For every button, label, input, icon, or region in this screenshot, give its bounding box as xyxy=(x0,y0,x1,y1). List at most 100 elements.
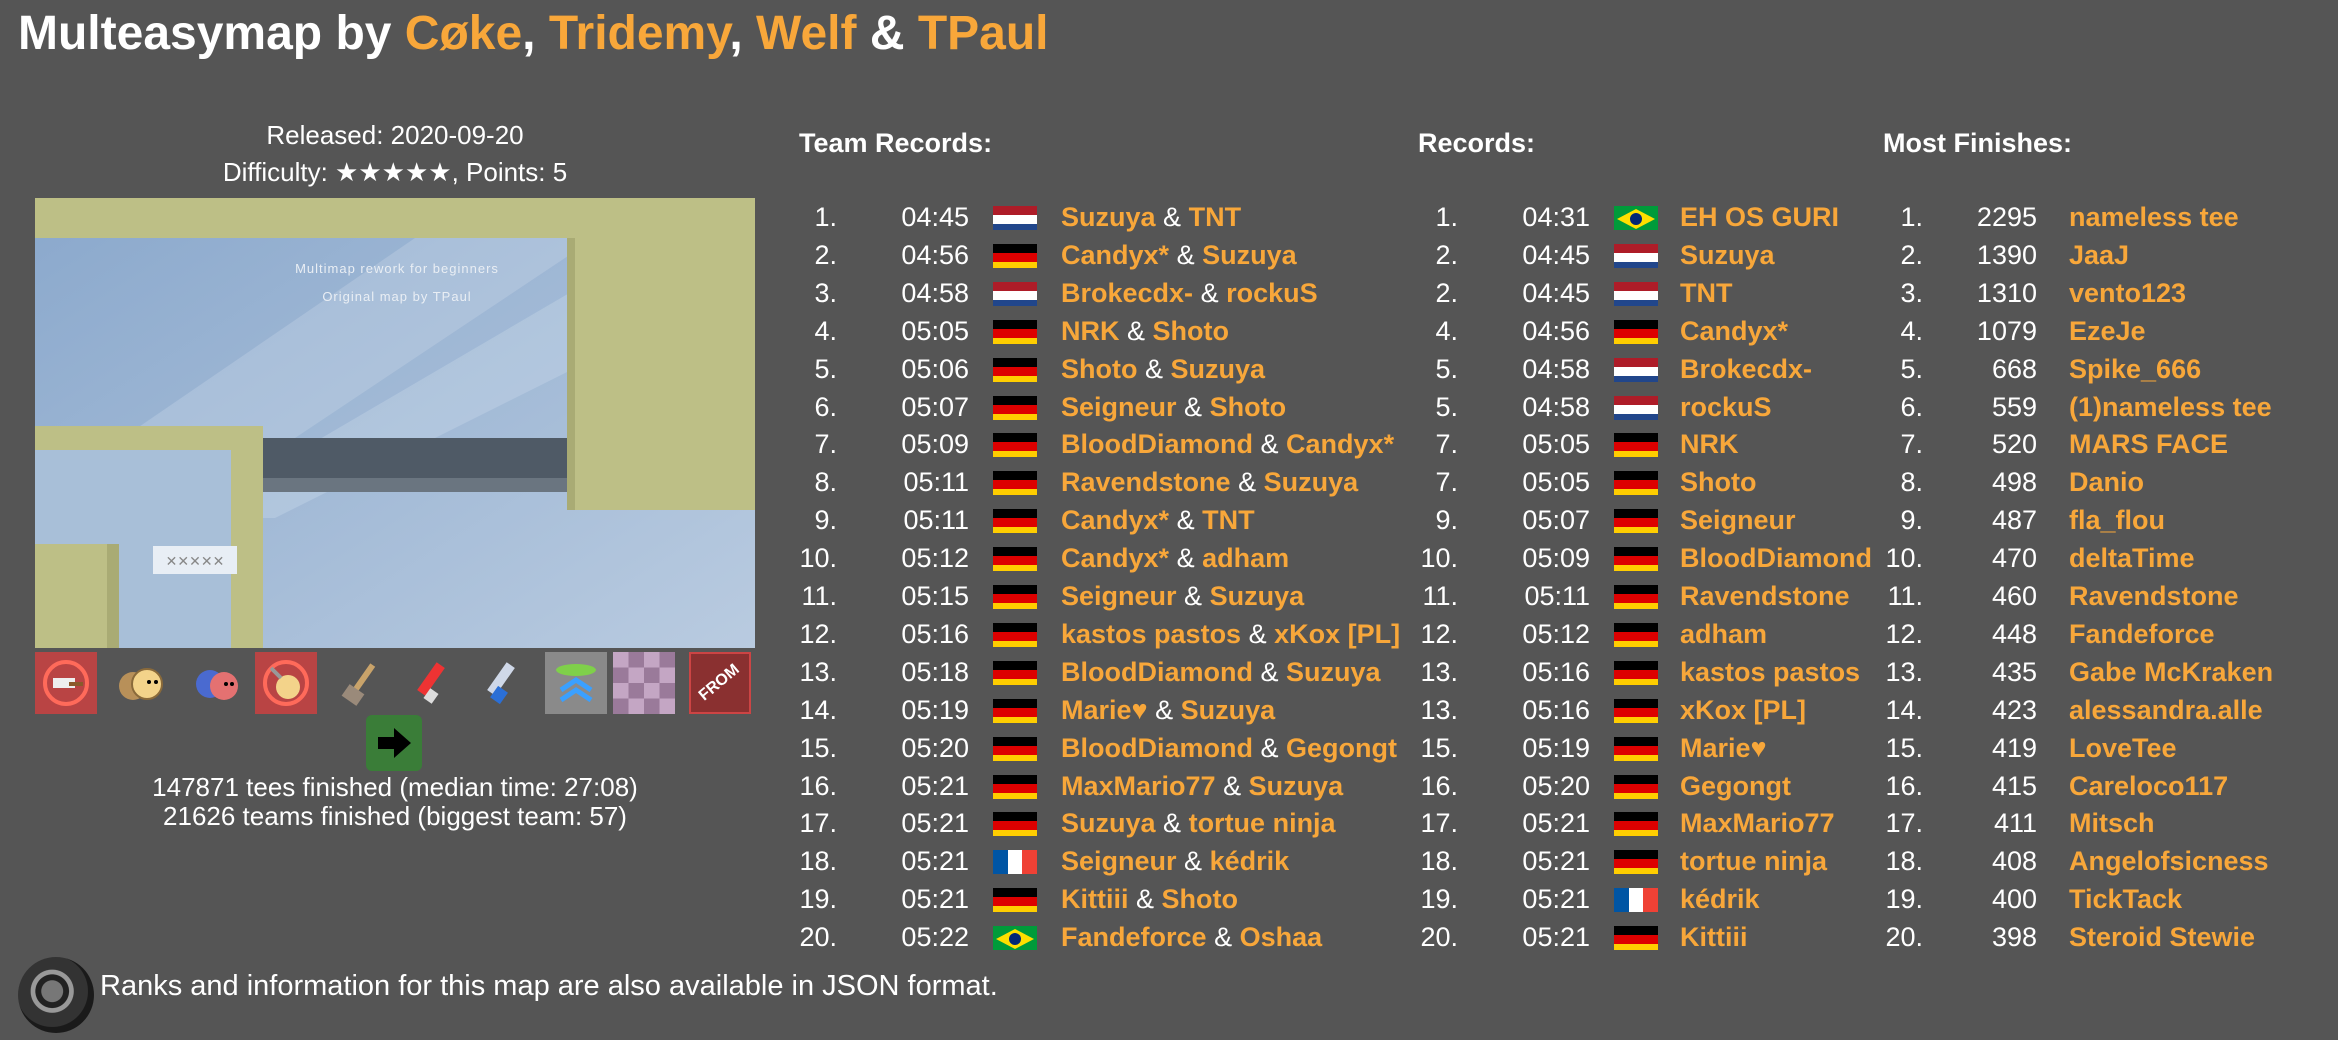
player-link[interactable]: Shoto xyxy=(1680,467,1757,498)
json-info-text[interactable]: Ranks and information for this map are a… xyxy=(100,970,998,1002)
player-link[interactable]: fla_flou xyxy=(2069,505,2166,536)
player-link[interactable]: Candyx* xyxy=(1061,239,1170,270)
player-link[interactable]: nameless tee xyxy=(2069,202,2239,232)
player-link[interactable]: JaaJ xyxy=(2069,239,2130,270)
json-icon[interactable] xyxy=(18,957,94,1033)
player-link[interactable]: EzeJe xyxy=(2069,315,2146,346)
player-link[interactable]: rockuS xyxy=(1226,277,1318,308)
player-link[interactable]: kédrik xyxy=(1209,846,1290,877)
player-link[interactable]: Shoto xyxy=(1152,315,1230,346)
map-thumbnail[interactable]: ✕✕✕✕✕ Multimap rework for beginners Orig… xyxy=(35,198,755,648)
player-link[interactable]: Shoto xyxy=(1161,884,1239,915)
player-link[interactable]: Spike_666 xyxy=(2069,353,2202,384)
author-link[interactable]: Tridemy xyxy=(548,7,730,60)
author-link[interactable]: Cøke xyxy=(404,7,523,60)
record-row: 9. 05:07 Seigneur xyxy=(1418,501,1883,539)
player-link[interactable]: Gegongt xyxy=(1286,732,1398,763)
player-link[interactable]: Seigneur xyxy=(1061,581,1177,611)
player-link[interactable]: Suzuya xyxy=(1180,694,1276,725)
player-link[interactable]: Suzuya xyxy=(1061,808,1156,839)
ninja-jetpack-icon[interactable] xyxy=(110,652,172,714)
player-link[interactable]: TNT xyxy=(1680,277,1733,308)
player-link[interactable]: Brokecdx- xyxy=(1061,277,1194,308)
player-link[interactable]: Suzuya xyxy=(1680,239,1775,270)
player-link[interactable]: xKox [PL] xyxy=(1680,694,1807,725)
player-link[interactable]: Shoto xyxy=(1061,353,1138,384)
jump-icon[interactable] xyxy=(545,652,607,714)
player-link[interactable]: Suzuya xyxy=(1248,770,1344,801)
hammer-hit-icon[interactable] xyxy=(35,652,97,714)
checkerboard-icon[interactable] xyxy=(613,652,675,714)
player-link[interactable]: tortue ninja xyxy=(1680,846,1827,877)
player-link[interactable]: Danio xyxy=(2069,467,2145,498)
player-link[interactable]: Candyx* xyxy=(1286,429,1395,460)
player-link[interactable]: TNT xyxy=(1202,505,1255,536)
player-link[interactable]: Ravendstone xyxy=(1061,467,1231,498)
player-link[interactable]: Candyx* xyxy=(1061,505,1170,536)
player-link[interactable]: adham xyxy=(1680,618,1768,649)
player-link[interactable]: deltaTime xyxy=(2069,543,2195,574)
player-link[interactable]: TNT xyxy=(1188,202,1242,232)
player-link[interactable]: Shoto xyxy=(1209,391,1287,422)
player-link[interactable]: Candyx* xyxy=(1680,315,1789,346)
player-link[interactable]: kastos pastos xyxy=(1061,618,1242,649)
hammer-icon[interactable] xyxy=(330,652,392,714)
player-link[interactable]: LoveTee xyxy=(2069,732,2177,763)
player-link[interactable]: tortue ninja xyxy=(1188,808,1336,839)
player-link[interactable]: MARS FACE xyxy=(2069,429,2229,460)
player-link[interactable]: kastos pastos xyxy=(1680,656,1861,687)
player-link[interactable]: Seigneur xyxy=(1680,505,1796,536)
player-link[interactable]: xKox [PL] xyxy=(1274,618,1401,649)
player-link[interactable]: Seigneur xyxy=(1061,391,1177,422)
grenade-icon[interactable] xyxy=(400,652,462,714)
player-link[interactable]: kédrik xyxy=(1680,884,1760,915)
player-link[interactable]: BloodDiamond xyxy=(1061,429,1253,460)
player-link[interactable]: Suzuya xyxy=(1263,467,1359,498)
solo-icon[interactable] xyxy=(187,652,249,714)
player-link[interactable]: Gabe McKraken xyxy=(2069,656,2274,687)
player-link[interactable]: NRK xyxy=(1680,429,1739,460)
player-link[interactable]: Gegongt xyxy=(1680,770,1791,801)
player-link[interactable]: Marie♥ xyxy=(1061,694,1148,725)
player-link[interactable]: Seigneur xyxy=(1061,846,1177,877)
author-link[interactable]: Welf xyxy=(756,7,857,60)
player-link[interactable]: Angelofsicness xyxy=(2069,846,2269,877)
player-link[interactable]: Ravendstone xyxy=(2069,581,2239,611)
player-link[interactable]: Kittiii xyxy=(1061,884,1129,915)
player-link[interactable]: TickTack xyxy=(2069,884,2183,915)
player-link[interactable]: Suzuya xyxy=(1202,239,1297,270)
player-link[interactable]: Ravendstone xyxy=(1680,581,1850,611)
player-link[interactable]: Marie♥ xyxy=(1680,732,1767,763)
player-link[interactable]: Kittiii xyxy=(1680,922,1748,953)
player-link[interactable]: (1)nameless tee xyxy=(2069,391,2272,422)
player-link[interactable]: Fandeforce xyxy=(1061,922,1207,953)
player-link[interactable]: Candyx* xyxy=(1061,543,1170,574)
player-link[interactable]: MaxMario77 xyxy=(1680,808,1835,839)
player-link[interactable]: Suzuya xyxy=(1061,202,1156,232)
player-link[interactable]: Brokecdx- xyxy=(1680,353,1813,384)
player-link[interactable]: Suzuya xyxy=(1209,581,1305,611)
player-link[interactable]: BloodDiamond xyxy=(1061,656,1253,687)
go-arrow-button[interactable] xyxy=(366,715,422,771)
finish-count: 487 xyxy=(1991,505,2037,536)
player-link[interactable]: BloodDiamond xyxy=(1680,543,1872,574)
player-link[interactable]: vento123 xyxy=(2069,277,2187,308)
player-link[interactable]: Steroid Stewie xyxy=(2069,922,2256,953)
author-link[interactable]: TPaul xyxy=(917,7,1049,60)
player-link[interactable]: BloodDiamond xyxy=(1061,732,1253,763)
from-icon[interactable]: FROM xyxy=(689,652,751,714)
player-link[interactable]: adham xyxy=(1202,543,1290,574)
player-link[interactable]: Mitsch xyxy=(2069,808,2155,839)
player-link[interactable]: MaxMario77 xyxy=(1061,770,1216,801)
no-hook-icon[interactable] xyxy=(255,652,317,714)
player-link[interactable]: Fandeforce xyxy=(2069,618,2215,649)
player-link[interactable]: Careloco117 xyxy=(2069,770,2229,801)
laser-icon[interactable] xyxy=(470,652,532,714)
player-link[interactable]: EH OS GURI xyxy=(1680,202,1840,232)
player-link[interactable]: NRK xyxy=(1061,315,1120,346)
player-link[interactable]: alessandra.alle xyxy=(2069,694,2263,725)
player-link[interactable]: Oshaa xyxy=(1239,922,1323,953)
player-link[interactable]: Suzuya xyxy=(1286,656,1381,687)
player-link[interactable]: rockuS xyxy=(1680,391,1772,422)
player-link[interactable]: Suzuya xyxy=(1170,353,1266,384)
